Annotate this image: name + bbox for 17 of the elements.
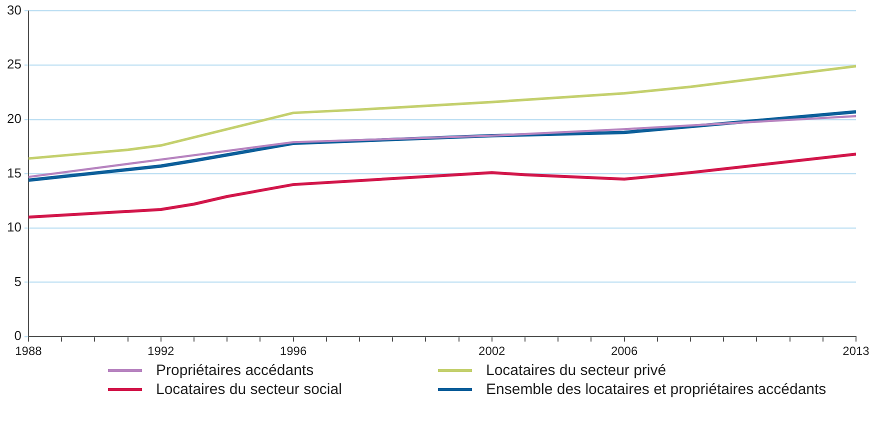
y-tick-label: 30 [6, 2, 22, 18]
legend-label: Locataires du secteur privé [486, 362, 666, 379]
x-tick-label: 1988 [15, 344, 42, 358]
y-tick-label: 25 [6, 56, 22, 72]
y-tick-label: 20 [6, 110, 22, 126]
y-tick-label: 15 [6, 165, 22, 180]
x-tick-label: 1996 [280, 344, 307, 358]
y-tick-label: 0 [14, 328, 22, 344]
x-tick-label: 2002 [478, 344, 506, 358]
x-tick-label: 2013 [842, 344, 870, 358]
legend-label: Locataires du secteur social [156, 381, 342, 398]
y-tick-label: 5 [14, 274, 22, 289]
x-tick-label: 2006 [610, 344, 638, 358]
y-tick-label: 10 [6, 220, 22, 235]
x-tick-label: 1992 [148, 344, 175, 358]
legend-label: Propriétaires accédants [156, 362, 314, 379]
legend-label: Ensemble des locataires et propriétaires accédants [486, 381, 826, 398]
